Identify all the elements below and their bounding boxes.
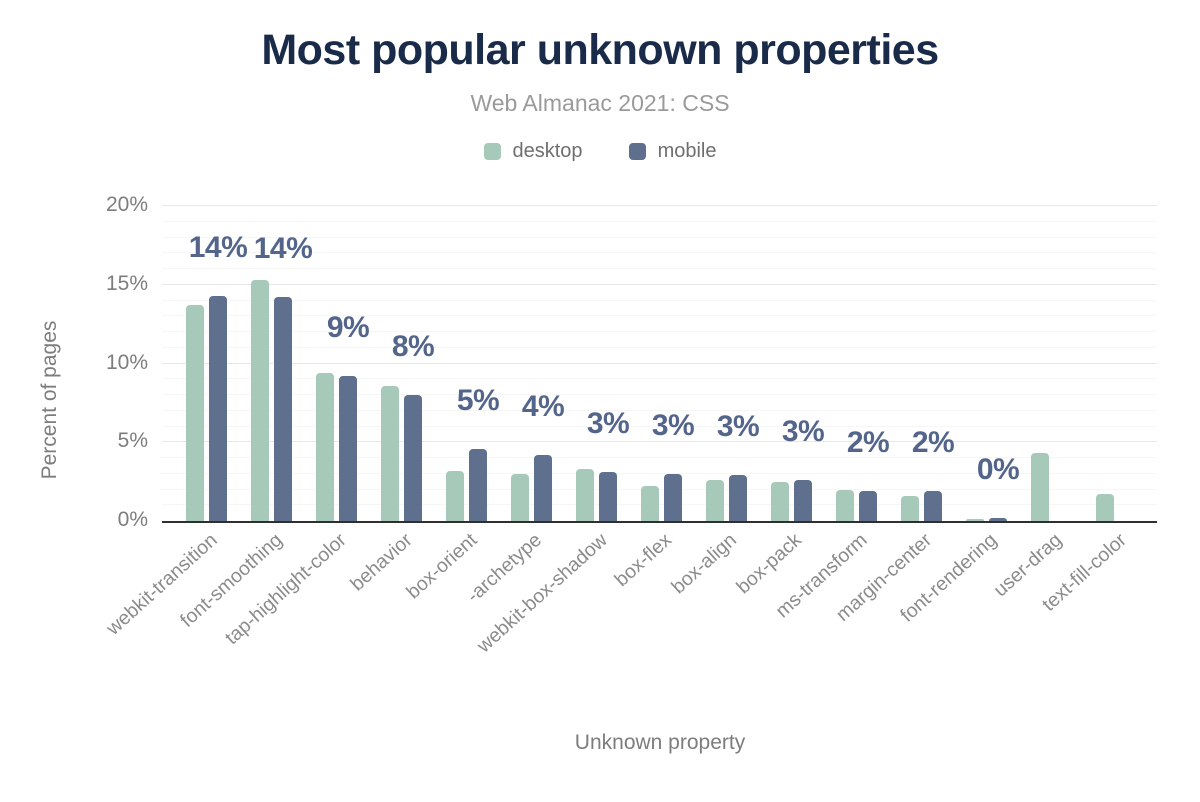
minor-gridline [162,504,1157,506]
bar-value-label: 0% [976,452,1020,486]
minor-gridline [162,220,1157,222]
bar-mobile-font-smoothing[interactable] [274,297,292,521]
y-tick-label: 15% [105,271,148,295]
bar-value-label: 9% [326,311,370,345]
bar-mobile--archetype[interactable] [534,454,552,521]
bar-desktop-behavior[interactable] [381,385,399,521]
bar-desktop-user-drag[interactable] [1031,453,1049,521]
minor-gridline [162,457,1157,458]
minor-gridline [162,299,1157,301]
bar-desktop-box-pack[interactable] [771,481,789,521]
legend-label-desktop: desktop [512,140,583,162]
major-gridline [162,283,1157,285]
minor-gridline [162,252,1157,254]
bar-value-label: 3% [651,408,695,442]
bar-mobile-behavior[interactable] [404,395,422,521]
bar-desktop-box-align[interactable] [706,480,724,521]
legend-swatch-desktop [483,143,501,160]
bar-desktop-margin-center[interactable] [901,495,919,521]
y-tick-label: 0% [117,508,148,531]
bar-mobile-box-align[interactable] [729,475,747,521]
major-gridline [162,362,1157,364]
major-gridline [162,441,1157,443]
bar-desktop-webkit-box-shadow[interactable] [576,469,594,521]
plot-area: 0% 5% 10% 15% 20% 14% 14% 9% 8% 5% 4% 3% 3% 3% 3% 2% 2%… [102,193,1157,657]
bar-desktop-font-rendering[interactable] [966,519,984,521]
legend: desktop mobile [0,140,1200,163]
minor-gridline [162,394,1157,395]
minor-gridline [162,378,1157,380]
bar-value-label: 4% [521,389,565,423]
minor-gridline [162,315,1157,317]
bar-value-label: 3% [781,415,825,449]
minor-gridline [162,331,1157,332]
minor-gridline [162,268,1157,269]
y-axis-title: Percent of pages [38,320,61,480]
legend-label-mobile: mobile [657,140,717,162]
bar-mobile-ms-transform[interactable] [859,491,877,521]
bar-value-label: 14% [253,232,313,266]
bar-desktop-tap-highlight-color[interactable] [316,372,334,521]
bar-value-label: 3% [586,407,630,441]
bar-mobile-font-rendering[interactable] [989,517,1007,521]
bar-value-label: 2% [846,426,890,460]
x-category-label: webkit-transition [101,529,222,640]
major-gridline [162,205,1157,206]
bar-value-label: 14% [188,230,248,264]
bar-mobile-webkit-transition[interactable] [209,295,227,521]
minor-gridline [162,472,1157,474]
legend-item-mobile[interactable]: mobile [628,140,717,163]
minor-gridline [162,409,1157,411]
bar-mobile-box-flex[interactable] [664,473,682,521]
bar-desktop-text-fill-color[interactable] [1096,494,1114,521]
bar-mobile-margin-center[interactable] [924,491,942,521]
minor-gridline [162,425,1157,427]
minor-gridline [162,488,1157,490]
minor-gridline [162,346,1157,348]
y-tick-label: 10% [105,350,148,374]
bar-value-label: 5% [456,383,500,417]
x-category-label: box-align [667,529,742,599]
x-category-label: tap-highlight-color [221,529,352,650]
bar-mobile-tap-highlight-color[interactable] [339,376,357,521]
bar-mobile-box-orient[interactable] [469,448,487,521]
bar-mobile-box-pack[interactable] [794,480,812,521]
legend-swatch-mobile [628,143,646,160]
bar-desktop-ms-transform[interactable] [836,489,854,521]
legend-item-desktop[interactable]: desktop [483,140,583,163]
y-tick-label: 5% [117,429,148,453]
bar-desktop--archetype[interactable] [511,473,529,521]
x-axis-title: Unknown property [574,731,746,754]
chart-title: Most popular unknown properties [261,26,939,74]
bar-mobile-webkit-box-shadow[interactable] [599,472,617,521]
minor-gridline [162,236,1157,238]
bar-desktop-box-flex[interactable] [641,486,659,521]
bar-value-label: 3% [716,410,760,444]
chart-subtitle: Web Almanac 2021: CSS [470,90,730,116]
bar-value-label: 2% [911,426,955,460]
bar-desktop-font-smoothing[interactable] [251,280,269,521]
bar-desktop-webkit-transition[interactable] [186,305,204,521]
bar-value-label: 8% [391,330,435,363]
y-tick-label: 20% [105,193,148,216]
bar-desktop-box-orient[interactable] [446,470,464,521]
